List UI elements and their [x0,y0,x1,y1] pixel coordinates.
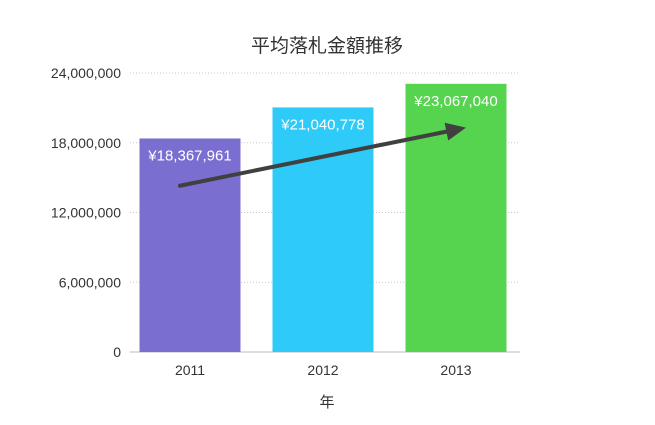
bar [139,138,241,352]
y-tick-label: 24,000,000 [51,65,121,81]
y-tick-label: 0 [113,344,121,360]
y-tick-label: 18,000,000 [51,135,121,151]
data-labels: ¥18,367,961 ¥21,040,778 ¥23,067,040 [147,93,497,165]
x-tick-label: 2011 [175,362,205,378]
x-axis-label: 年 [319,394,334,411]
bar [405,83,507,353]
x-tick-label: 2012 [307,362,338,378]
y-tick-label: 6,000,000 [59,274,121,290]
data-label: ¥23,067,040 [413,93,497,110]
x-tick-label: 2013 [440,362,471,378]
x-axis-ticks: 2011 2012 2013 [175,362,472,378]
bar [272,107,374,352]
chart-title: 平均落札金額推移 [251,35,403,57]
trend-arrow-shaft [178,129,449,188]
bars [139,83,507,353]
trend-arrow [178,122,466,188]
data-label: ¥18,367,961 [147,147,231,164]
y-tick-label: 12,000,000 [51,205,121,221]
y-axis-ticks: 0 6,000,000 12,000,000 18,000,000 24,000,000 [51,65,121,360]
trend-arrow-head [444,122,466,141]
data-label: ¥21,040,778 [280,116,364,133]
